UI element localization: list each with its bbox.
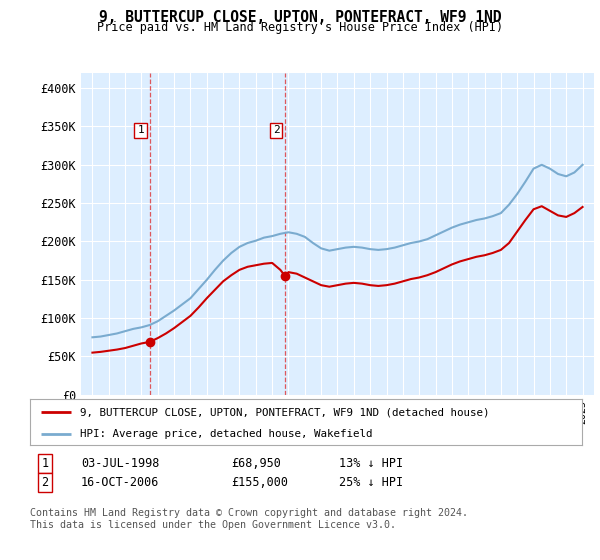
Text: 9, BUTTERCUP CLOSE, UPTON, PONTEFRACT, WF9 1ND: 9, BUTTERCUP CLOSE, UPTON, PONTEFRACT, W… (99, 10, 501, 25)
Text: 2: 2 (41, 476, 49, 489)
Text: 16-OCT-2006: 16-OCT-2006 (81, 476, 160, 489)
Text: HPI: Average price, detached house, Wakefield: HPI: Average price, detached house, Wake… (80, 429, 372, 438)
Text: £155,000: £155,000 (231, 476, 288, 489)
Text: 2: 2 (272, 125, 280, 136)
Text: Price paid vs. HM Land Registry's House Price Index (HPI): Price paid vs. HM Land Registry's House … (97, 21, 503, 34)
Text: 1: 1 (137, 125, 144, 136)
Text: 03-JUL-1998: 03-JUL-1998 (81, 457, 160, 470)
Text: 13% ↓ HPI: 13% ↓ HPI (339, 457, 403, 470)
Text: 1: 1 (41, 457, 49, 470)
Text: 9, BUTTERCUP CLOSE, UPTON, PONTEFRACT, WF9 1ND (detached house): 9, BUTTERCUP CLOSE, UPTON, PONTEFRACT, W… (80, 407, 489, 417)
Text: Contains HM Land Registry data © Crown copyright and database right 2024.
This d: Contains HM Land Registry data © Crown c… (30, 508, 468, 530)
Text: £68,950: £68,950 (231, 457, 281, 470)
Text: 25% ↓ HPI: 25% ↓ HPI (339, 476, 403, 489)
